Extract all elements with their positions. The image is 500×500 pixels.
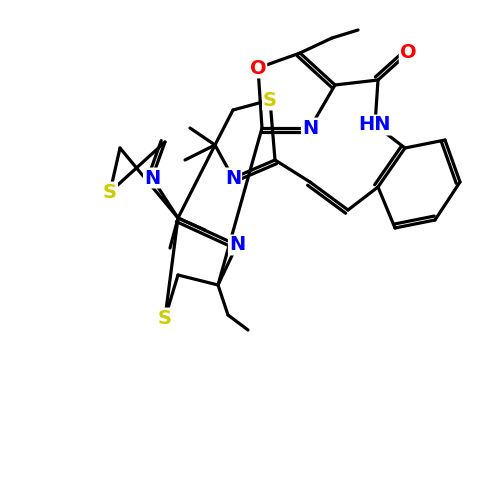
Text: HN: HN — [359, 116, 391, 134]
Text: N: N — [144, 168, 160, 188]
Text: N: N — [225, 168, 241, 188]
Text: N: N — [229, 236, 245, 255]
Text: O: O — [400, 44, 416, 62]
Text: O: O — [250, 58, 266, 78]
Text: S: S — [263, 90, 277, 110]
Text: S: S — [103, 182, 117, 202]
Text: S: S — [158, 308, 172, 328]
Text: N: N — [302, 118, 318, 138]
